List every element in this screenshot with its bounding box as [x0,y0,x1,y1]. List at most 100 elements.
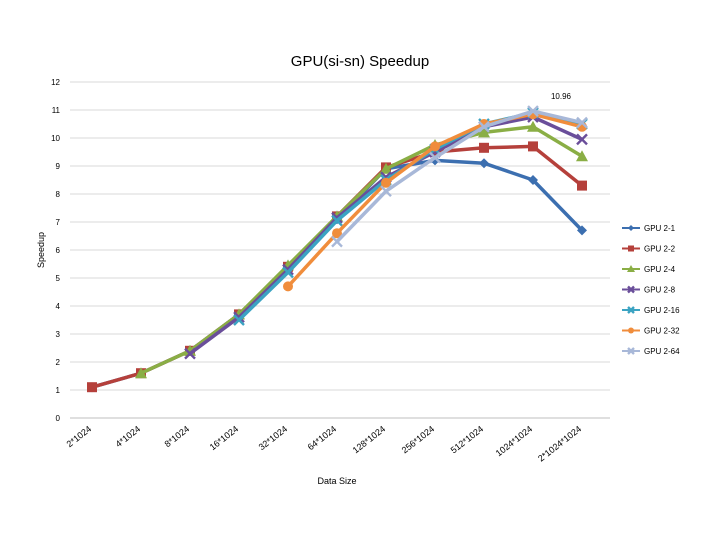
series-line [188,115,583,356]
data-point [429,151,441,164]
legend-item: GPU 2-8 [622,286,676,295]
y-tick-label: 12 [51,78,60,87]
x-tick-label: 512*1024 [449,424,486,456]
data-point [628,245,634,252]
data-point [233,314,245,326]
data-point-stroke [576,133,588,146]
x-tick-label: 32*1024 [257,424,290,453]
y-tick-label: 10 [51,134,60,143]
data-point [135,367,147,379]
data-point [576,116,588,129]
x-tick-label: 2*1024*1024 [536,424,583,464]
data-point-stroke [627,347,635,355]
data-point [627,265,635,272]
grid [70,81,610,419]
data-point-stroke [331,235,343,248]
data-point [577,180,587,191]
data-point [184,347,196,360]
data-point [527,120,539,132]
series-gpu-2-8 [184,111,588,360]
chart-title: GPU(si-sn) Speedup [291,53,429,70]
y-tick-label: 5 [56,274,61,283]
data-point [627,347,635,355]
data-point [87,382,97,393]
legend-item: GPU 2-1 [622,224,676,233]
series-line [140,125,583,375]
data-point-stroke [478,120,490,133]
legend-label: GPU 2-1 [644,224,676,233]
data-point [528,175,538,185]
legend-label: GPU 2-32 [644,327,680,336]
x-tick-label: 64*1024 [306,424,339,453]
data-point [576,150,588,162]
x-tick-label: 8*1024 [163,424,192,449]
data-point-stroke [282,266,294,279]
x-tick-label: 1024*1024 [494,424,534,459]
legend-label: GPU 2-4 [644,265,676,274]
series-gpu-2-32 [283,109,587,292]
data-point [282,263,294,276]
data-point [528,141,538,152]
y-tick-label: 6 [56,246,61,255]
y-tick-label: 3 [56,330,61,339]
x-tick-label: 4*1024 [114,424,143,449]
legend-label: GPU 2-16 [644,306,680,315]
series-line [335,109,583,243]
x-tick-label: 2*1024 [65,424,94,449]
legend-item: GPU 2-64 [622,347,680,356]
y-tick-label: 4 [56,302,61,311]
data-point [628,225,634,231]
data-point-stroke [331,211,343,224]
data-point [479,142,489,153]
data-point [380,162,392,174]
y-tick-label: 2 [56,358,61,367]
y-tick-label: 0 [56,414,61,423]
y-tick-label: 7 [56,218,61,227]
data-point [283,281,293,292]
legend: GPU 2-1 GPU 2-2 GPU 2-4 GPU 2-8 GPU 2-16 GPU … [622,224,680,356]
y-tick-label: 1 [56,386,61,395]
data-point [381,177,391,188]
data-point [478,120,490,133]
data-point [627,285,635,294]
data-point [332,228,342,239]
legend-label: GPU 2-8 [644,286,676,295]
y-axis-title: Speedup [36,232,46,268]
data-point [627,306,635,314]
data-point [331,214,343,227]
series-gpu-2-1 [87,155,587,393]
data-point [331,211,343,224]
x-tick-label: 128*1024 [351,424,388,456]
legend-item: GPU 2-16 [622,306,680,315]
data-point-stroke [331,214,343,227]
data-point [577,225,587,236]
legend-label: GPU 2-2 [644,245,676,254]
data-label: 10.96 [551,92,572,101]
x-tick-label: 256*1024 [400,424,437,456]
data-point-stroke [184,347,196,360]
series-gpu-2-16 [233,106,588,326]
data-point [331,235,343,248]
data-point [282,266,294,279]
legend-item: GPU 2-32 [622,327,680,336]
data-point [430,141,440,152]
data-point [479,158,489,169]
series-group: 10.96 [87,92,588,393]
data-point-stroke [380,185,392,198]
series-gpu-2-64 [331,105,588,248]
series-line [91,144,584,389]
data-point-stroke [233,311,245,324]
x-tick-label: 16*1024 [208,424,241,453]
data-point [233,311,245,324]
data-point [380,185,392,198]
data-point [628,327,634,334]
y-tick-label: 8 [56,190,61,199]
data-point-stroke [576,116,588,129]
legend-label: GPU 2-64 [644,347,680,356]
legend-item: GPU 2-2 [622,245,676,254]
y-tick-label: 9 [56,162,61,171]
data-point-stroke [627,306,635,314]
y-tick-label: 11 [52,106,61,115]
